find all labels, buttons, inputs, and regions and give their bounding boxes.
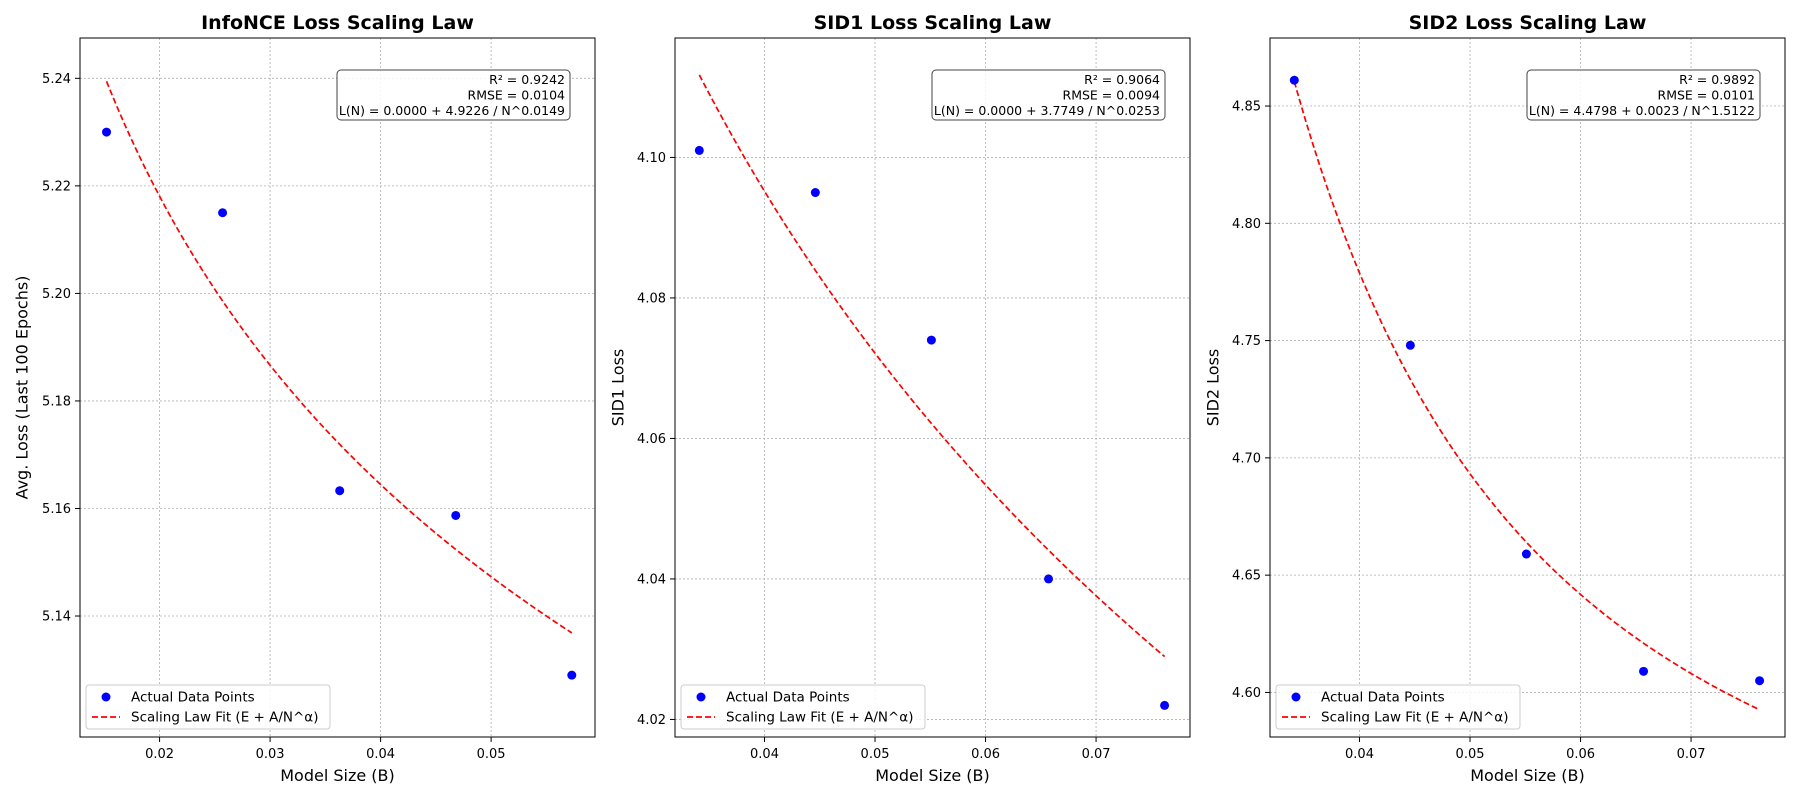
x-tick-label: 0.06 — [971, 747, 1000, 762]
data-point — [335, 486, 345, 496]
data-point — [810, 188, 820, 198]
data-point — [1755, 676, 1765, 686]
legend-box — [1275, 684, 1521, 730]
legend-marker-points — [696, 692, 706, 702]
y-tick-label: 4.06 — [637, 432, 666, 447]
data-point — [694, 145, 704, 155]
y-tick-label: 5.18 — [42, 394, 71, 409]
y-tick-label: 4.04 — [637, 572, 666, 587]
data-point — [102, 127, 112, 137]
y-tick-label: 4.10 — [637, 151, 666, 166]
chart-title: SID2 Loss Scaling Law — [1409, 12, 1647, 34]
x-tick-label: 0.04 — [366, 747, 395, 762]
legend-label-fit: Scaling Law Fit (E + A/N^α) — [131, 710, 318, 726]
y-tick-label: 5.16 — [42, 502, 71, 517]
legend-box — [85, 684, 331, 730]
stats-line: L(N) = 4.4798 + 0.0023 / N^1.5122 — [1529, 103, 1755, 118]
data-point — [1639, 666, 1649, 676]
y-tick-label: 4.80 — [1232, 217, 1261, 232]
legend-label-fit: Scaling Law Fit (E + A/N^α) — [726, 710, 913, 726]
fit-curve — [1293, 81, 1760, 711]
y-tick-label: 4.65 — [1232, 569, 1261, 584]
y-tick-label: 4.08 — [637, 291, 666, 306]
stats-line: L(N) = 0.0000 + 3.7749 / N^0.0253 — [934, 103, 1160, 118]
axes-frame — [79, 37, 596, 738]
y-tick-label: 5.22 — [42, 179, 71, 194]
x-tick-label: 0.04 — [1345, 747, 1374, 762]
y-tick-label: 4.60 — [1232, 686, 1261, 701]
stats-line: RMSE = 0.0104 — [468, 88, 566, 103]
data-point — [451, 510, 461, 520]
x-tick-label: 0.04 — [750, 747, 779, 762]
y-tick-label: 5.24 — [42, 72, 71, 87]
axes-frame — [674, 37, 1191, 738]
data-point — [1521, 549, 1531, 559]
y-axis-label: SID1 Loss — [609, 349, 628, 427]
x-axis-label: Model Size (B) — [875, 766, 990, 785]
y-tick-label: 4.70 — [1232, 451, 1261, 466]
legend-marker-points — [1291, 692, 1301, 702]
legend: Actual Data Points Scaling Law Fit (E + A… — [1275, 684, 1521, 730]
y-axis-label: SID2 Loss — [1204, 349, 1223, 427]
chart-panel-3: 0.04 0.05 0.06 0.07 4.60 4.65 4.70 4.75 4.80 4.85… — [1204, 12, 1786, 785]
legend-label-fit: Scaling Law Fit (E + A/N^α) — [1321, 710, 1508, 726]
x-axis-label: Model Size (B) — [1470, 766, 1585, 785]
y-tick-label: 5.20 — [42, 287, 71, 302]
y-axis-label: Avg. Loss (Last 100 Epochs) — [13, 276, 32, 500]
x-tick-label: 0.05 — [1456, 747, 1485, 762]
fit-curve — [105, 80, 573, 634]
data-point — [1160, 700, 1170, 710]
x-axis-label: Model Size (B) — [280, 766, 395, 785]
y-tick-label: 4.85 — [1232, 100, 1261, 115]
x-tick-label: 0.02 — [145, 747, 174, 762]
data-point — [218, 208, 228, 218]
x-tick-label: 0.07 — [1082, 747, 1111, 762]
x-tick-label: 0.03 — [256, 747, 285, 762]
legend-marker-points — [101, 692, 111, 702]
legend-box — [680, 684, 926, 730]
legend-label-points: Actual Data Points — [131, 690, 255, 706]
stats-box — [336, 69, 571, 121]
data-point — [1044, 574, 1054, 584]
stats-line: L(N) = 0.0000 + 4.9226 / N^0.0149 — [339, 103, 565, 118]
chart-panel-1: 0.02 0.03 0.04 0.05 5.14 5.16 5.18 5.20 5.22 5.24… — [13, 12, 596, 785]
chart-title: InfoNCE Loss Scaling Law — [201, 12, 474, 34]
legend: Actual Data Points Scaling Law Fit (E + A… — [85, 684, 331, 730]
data-point — [926, 335, 936, 345]
y-tick-label: 5.14 — [42, 610, 71, 625]
fit-curve — [698, 74, 1166, 658]
stats-line: RMSE = 0.0101 — [1658, 88, 1755, 103]
stats-line: R² = 0.9892 — [1679, 72, 1755, 87]
data-point — [1289, 75, 1299, 85]
x-tick-label: 0.05 — [477, 747, 506, 762]
stats-box — [1526, 69, 1761, 121]
legend-label-points: Actual Data Points — [726, 690, 850, 706]
chart-title: SID1 Loss Scaling Law — [814, 12, 1052, 34]
x-tick-label: 0.06 — [1566, 747, 1595, 762]
y-tick-label: 4.02 — [637, 713, 666, 728]
stats-line: RMSE = 0.0094 — [1063, 88, 1161, 103]
stats-box — [931, 69, 1166, 121]
x-tick-label: 0.05 — [861, 747, 890, 762]
legend: Actual Data Points Scaling Law Fit (E + A… — [680, 684, 926, 730]
chart-panel-2: 0.04 0.05 0.06 0.07 4.02 4.04 4.06 4.08 4.10 SID1… — [609, 12, 1191, 785]
stats-line: R² = 0.9242 — [489, 72, 565, 87]
x-tick-label: 0.07 — [1677, 747, 1706, 762]
stats-line: R² = 0.9064 — [1084, 72, 1160, 87]
legend-label-points: Actual Data Points — [1321, 690, 1445, 706]
y-tick-label: 4.75 — [1232, 334, 1261, 349]
axes-frame — [1269, 37, 1786, 738]
data-point — [567, 670, 577, 680]
data-point — [1405, 340, 1415, 350]
